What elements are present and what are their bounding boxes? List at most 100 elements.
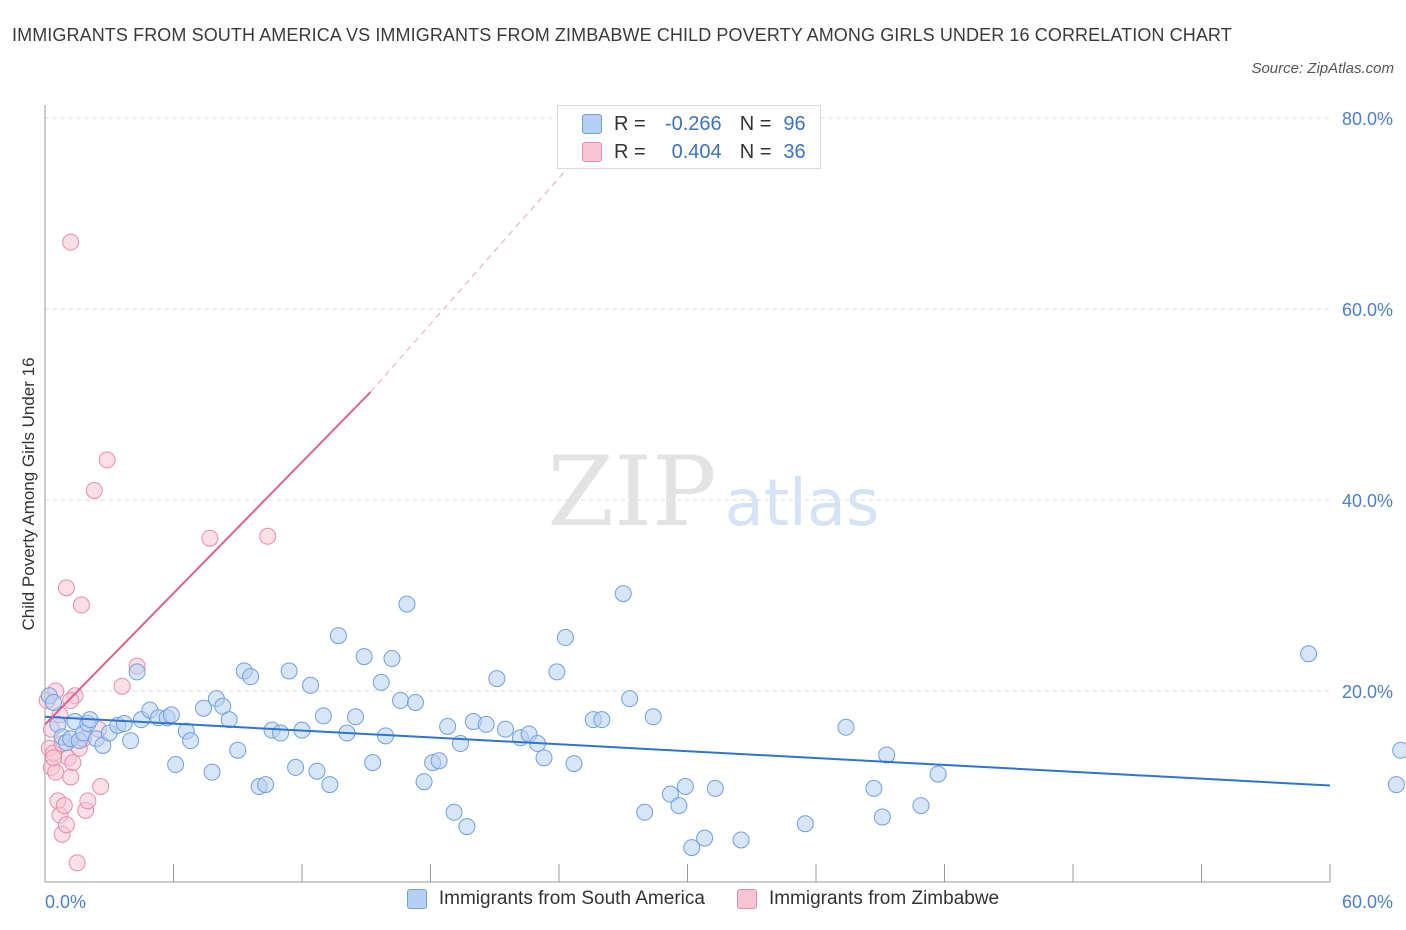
- data-point-zimbabwe: [62, 768, 80, 786]
- legend-r-label: R =: [614, 112, 646, 135]
- trend-line-zimbabwe: [44, 391, 372, 726]
- data-point-south-america: [445, 803, 463, 821]
- data-point-zimbabwe: [55, 797, 73, 815]
- data-point-south-america: [556, 629, 574, 647]
- legend-swatch-pink: [736, 889, 757, 909]
- data-point-south-america: [430, 752, 448, 770]
- data-point-south-america: [162, 706, 180, 724]
- data-point-zimbabwe: [79, 792, 97, 810]
- x-tick-label-min: 0.0%: [45, 892, 86, 912]
- chart-title: IMMIGRANTS FROM SOUTH AMERICA VS IMMIGRA…: [12, 25, 1232, 45]
- data-point-south-america: [407, 693, 425, 711]
- series-legend: Immigrants from South America Immigrants…: [0, 888, 1406, 910]
- data-point-south-america: [302, 676, 320, 694]
- data-point-south-america: [1300, 645, 1318, 663]
- legend-row-south-america: R = -0.266 N = 96: [582, 110, 806, 138]
- data-point-south-america: [670, 797, 688, 815]
- data-point-south-america: [706, 779, 724, 797]
- y-tick-label: 80.0%: [1342, 109, 1393, 129]
- data-point-south-america: [535, 749, 553, 767]
- data-point-south-america: [548, 663, 566, 681]
- legend-n-value: 36: [783, 140, 806, 163]
- trend-lines: [44, 165, 1331, 787]
- data-point-south-america: [128, 663, 146, 681]
- y-tick-label: 40.0%: [1342, 491, 1393, 511]
- data-point-south-america: [392, 692, 410, 710]
- data-point-south-america: [220, 711, 238, 729]
- trend-line-south-america: [44, 715, 1331, 787]
- x-tick-label-max: 60.0%: [1342, 892, 1393, 912]
- tick-labels: 20.0% 40.0% 60.0% 80.0% 0.0% 60.0%: [45, 109, 1393, 912]
- legend-n-label: N =: [739, 140, 772, 163]
- data-point-south-america: [912, 797, 930, 815]
- legend-swatch-blue: [406, 889, 427, 909]
- data-point-south-america: [621, 690, 639, 708]
- series-south-america-points: [40, 585, 1406, 857]
- y-tick-label: 20.0%: [1342, 682, 1393, 702]
- legend-r-label: R =: [614, 140, 646, 163]
- data-point-south-america: [565, 755, 583, 773]
- data-point-south-america: [280, 662, 298, 680]
- legend-label-zimbabwe: Immigrants from Zimbabwe: [768, 888, 1000, 909]
- legend-swatch-blue: [582, 114, 602, 134]
- chart-source: Source: ZipAtlas.com: [1251, 60, 1394, 77]
- trend-line-zimbabwe-extension: [370, 165, 571, 393]
- stats-legend: R = -0.266 N = 96 R = 0.404 N = 36: [557, 105, 821, 169]
- data-point-south-america: [347, 708, 365, 726]
- data-point-south-america: [287, 758, 305, 776]
- data-point-south-america: [636, 803, 654, 821]
- legend-r-value: -0.266: [664, 112, 722, 135]
- data-point-south-america: [683, 839, 701, 857]
- legend-row-zimbabwe: R = 0.404 N = 36: [582, 138, 806, 166]
- watermark: ZIP atlas: [547, 436, 879, 548]
- data-point-zimbabwe: [72, 596, 90, 614]
- data-point-south-america: [364, 754, 382, 772]
- data-point-south-america: [355, 648, 373, 666]
- data-point-south-america: [329, 627, 347, 645]
- data-point-zimbabwe: [85, 481, 103, 499]
- data-point-south-america: [1387, 776, 1405, 794]
- data-point-south-america: [194, 699, 212, 717]
- legend-item-zimbabwe[interactable]: Immigrants from Zimbabwe: [736, 888, 1000, 910]
- data-point-south-america: [614, 585, 632, 603]
- data-point-south-america: [676, 778, 694, 795]
- data-point-south-america: [372, 673, 390, 691]
- legend-r-value: 0.404: [671, 140, 722, 163]
- watermark-atlas: atlas: [725, 467, 880, 541]
- data-point-zimbabwe: [68, 854, 86, 872]
- data-point-south-america: [796, 815, 814, 833]
- grid-lines: [45, 117, 1330, 692]
- data-point-south-america: [878, 746, 896, 764]
- data-point-zimbabwe: [62, 692, 80, 710]
- data-point-zimbabwe: [98, 451, 116, 469]
- data-point-zimbabwe: [47, 763, 65, 781]
- watermark-zip: ZIP: [547, 436, 716, 548]
- data-point-south-america: [242, 668, 260, 686]
- data-point-south-america: [439, 717, 457, 735]
- data-point-south-america: [122, 732, 140, 750]
- data-point-south-america: [644, 708, 662, 726]
- data-point-south-america: [593, 711, 611, 729]
- data-point-zimbabwe: [64, 754, 82, 772]
- data-point-south-america: [398, 595, 416, 613]
- data-point-zimbabwe: [113, 677, 131, 695]
- legend-swatch-pink: [582, 142, 602, 162]
- data-point-south-america: [837, 718, 855, 736]
- data-point-south-america: [203, 763, 221, 781]
- data-point-south-america: [415, 773, 433, 791]
- data-point-south-america: [257, 776, 275, 794]
- data-point-south-america: [45, 693, 63, 711]
- data-point-zimbabwe: [92, 778, 110, 795]
- data-point-south-america: [488, 670, 506, 688]
- data-point-south-america: [496, 720, 514, 738]
- data-point-south-america: [458, 818, 476, 836]
- data-point-south-america: [477, 715, 495, 733]
- legend-item-south-america[interactable]: Immigrants from South America: [406, 888, 705, 910]
- data-point-south-america: [182, 732, 200, 750]
- data-point-south-america: [873, 808, 891, 826]
- y-axis-label: Child Poverty Among Girls Under 16: [19, 357, 38, 630]
- data-point-south-america: [929, 765, 947, 783]
- data-point-south-america: [308, 762, 326, 780]
- data-point-zimbabwe: [259, 527, 277, 545]
